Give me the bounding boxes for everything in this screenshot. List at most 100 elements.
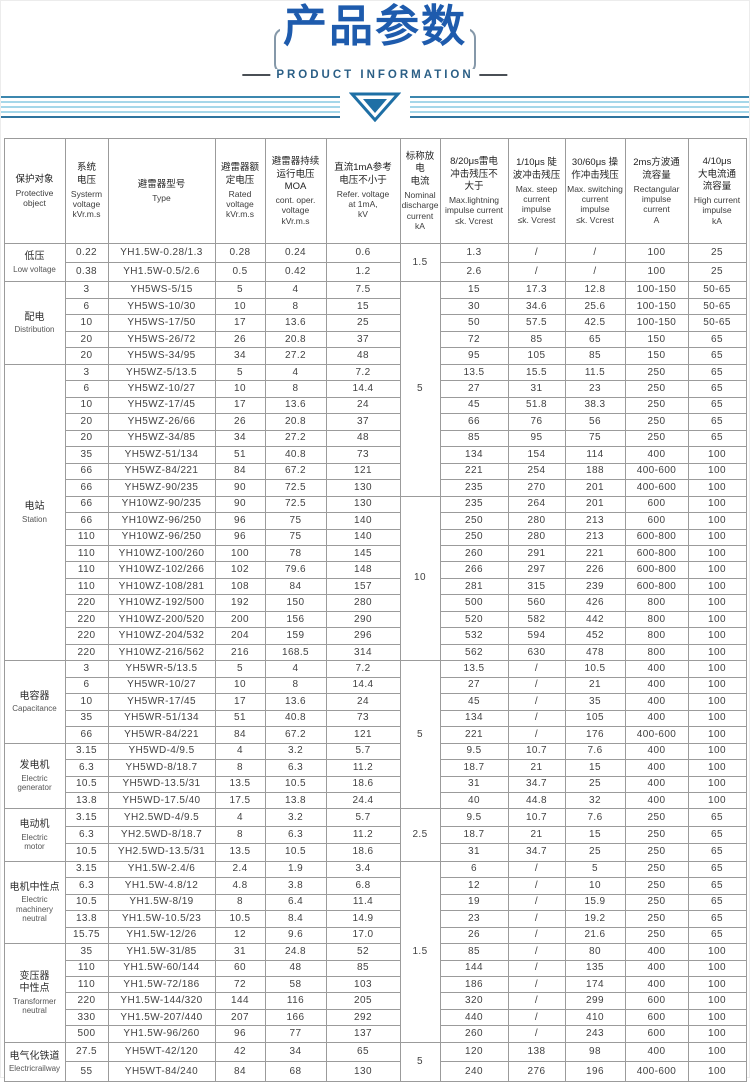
cell: 9.6 — [264, 926, 327, 945]
table-row: 0.38 YH1.5W-0.5/2.6 0.5 0.42 1.2 2.6//100 25 — [4, 262, 747, 283]
cell: 6 — [64, 380, 109, 398]
cell: 600 — [624, 512, 689, 530]
column-header-0: 保护对象 Protective object — [3, 138, 66, 244]
cell: 27.5 — [64, 1041, 109, 1063]
cell: 2.6 — [439, 262, 509, 283]
table-row: 110 YH10WZ-96/250 96 75 140 250 280 213 600-800 1… — [4, 528, 747, 546]
cell: 24 — [325, 396, 401, 415]
cell: 150 — [264, 594, 327, 612]
cell: 100 — [687, 610, 747, 629]
cell: 25.6 — [564, 297, 626, 316]
cell: 34 — [214, 429, 266, 448]
section-label-cn: 变压器 中性点 — [19, 970, 50, 995]
page-subtitle: PRODUCT INFORMATION — [276, 69, 474, 81]
cell: 13.6 — [264, 396, 327, 415]
table-row: 110 YH10WZ-100/260 100 78 145 260 291 221 600-80… — [4, 544, 747, 563]
table-row: 20 YH5WS-26/72 26 20.8 37 72 85 65 150 65 — [4, 330, 747, 349]
cell: 24.8 — [264, 943, 327, 961]
section-label: 低压 Low voltage — [3, 242, 66, 283]
cell: 221 — [564, 544, 626, 563]
cell: 56 — [564, 413, 626, 431]
cell: 10 — [564, 877, 626, 895]
cell: YH5WZ-90/235 — [107, 479, 216, 497]
cell: 26 — [214, 330, 266, 349]
cell: / — [507, 943, 566, 961]
cell: 100 — [624, 242, 689, 264]
cell: 51 — [214, 709, 266, 728]
cell: 4 — [214, 742, 266, 761]
cell: 400 — [624, 1041, 689, 1063]
cell: 201 — [564, 479, 626, 497]
cell: 166 — [264, 1008, 327, 1027]
cell: 34 — [264, 1041, 327, 1063]
cell: 84 — [264, 577, 327, 596]
cell: 0.24 — [264, 242, 327, 264]
cell: 266 — [439, 561, 509, 579]
cell: / — [507, 726, 566, 744]
cell: 200 — [214, 610, 266, 629]
section-label-en: Station — [22, 514, 47, 524]
cell: 594 — [507, 627, 566, 645]
cell: 51 — [214, 446, 266, 464]
cell: 442 — [564, 610, 626, 629]
cell: 42 — [214, 1041, 266, 1063]
cell: 144 — [439, 959, 509, 977]
cell: 14.9 — [325, 910, 401, 928]
cell: 48 — [325, 347, 401, 365]
cell: 250 — [624, 910, 689, 928]
cell: YH1.5W-96/260 — [107, 1025, 216, 1043]
cell: 600-800 — [624, 528, 689, 546]
cell: 12 — [439, 877, 509, 895]
divider-stripes — [1, 92, 749, 123]
cell: 13.8 — [264, 791, 327, 810]
cell: 65 — [687, 330, 747, 349]
cell: 65 — [687, 860, 747, 879]
cell: 3.15 — [64, 742, 109, 761]
cell: 8 — [264, 297, 327, 316]
cell: 100 — [687, 943, 747, 961]
cell: 10.5 — [564, 660, 626, 678]
cell: 100 — [687, 992, 747, 1010]
cell: 121 — [325, 726, 401, 744]
cell: 21 — [507, 759, 566, 777]
cell: 5 — [214, 281, 266, 299]
cell: YH5WZ-26/66 — [107, 413, 216, 431]
cell: 95 — [439, 347, 509, 365]
cell: 400 — [624, 709, 689, 728]
column-header-en: Systerm voltage kVr.m.s — [70, 189, 103, 220]
cell: 296 — [325, 627, 401, 645]
cell: YH1.5W-60/144 — [107, 959, 216, 977]
cell: / — [564, 242, 626, 264]
cell: 138 — [507, 1041, 566, 1063]
cell: 600-800 — [624, 544, 689, 563]
cell: 280 — [507, 528, 566, 546]
cell: 66 — [439, 413, 509, 431]
table-row: 6.3 YH2.5WD-8/18.7 8 6.3 11.2 18.7 21 15 250 65 — [4, 825, 747, 845]
column-header-en: Protective object — [15, 187, 54, 209]
cell: 205 — [325, 992, 401, 1010]
cell: 3.4 — [325, 860, 401, 879]
table-row: 55 YH5WT-84/240 84 68 130 240 276 196 400-600 100 — [4, 1061, 747, 1082]
cell: 800 — [624, 610, 689, 629]
cell: 10 — [64, 693, 109, 711]
cell: 17 — [214, 693, 266, 711]
cell: 400 — [624, 775, 689, 794]
cell: 27 — [439, 676, 509, 695]
cell: 400 — [624, 791, 689, 810]
cell: 235 — [439, 479, 509, 497]
cell: 221 — [439, 462, 509, 481]
cell: 400-600 — [624, 726, 689, 744]
cell: YH5WZ-34/85 — [107, 429, 216, 448]
cell: 3 — [64, 660, 109, 678]
cell: 5 — [214, 363, 266, 382]
cell: 250 — [624, 808, 689, 827]
cell: 10.5 — [264, 843, 327, 862]
cell: 440 — [439, 1008, 509, 1027]
cell: 250 — [624, 860, 689, 879]
cell: 260 — [439, 544, 509, 563]
discharge-cell: 5 — [399, 660, 441, 810]
cell: 3 — [64, 281, 109, 299]
cell: 100 — [687, 975, 747, 994]
cell: 100 — [687, 1025, 747, 1043]
cell: / — [507, 1025, 566, 1043]
